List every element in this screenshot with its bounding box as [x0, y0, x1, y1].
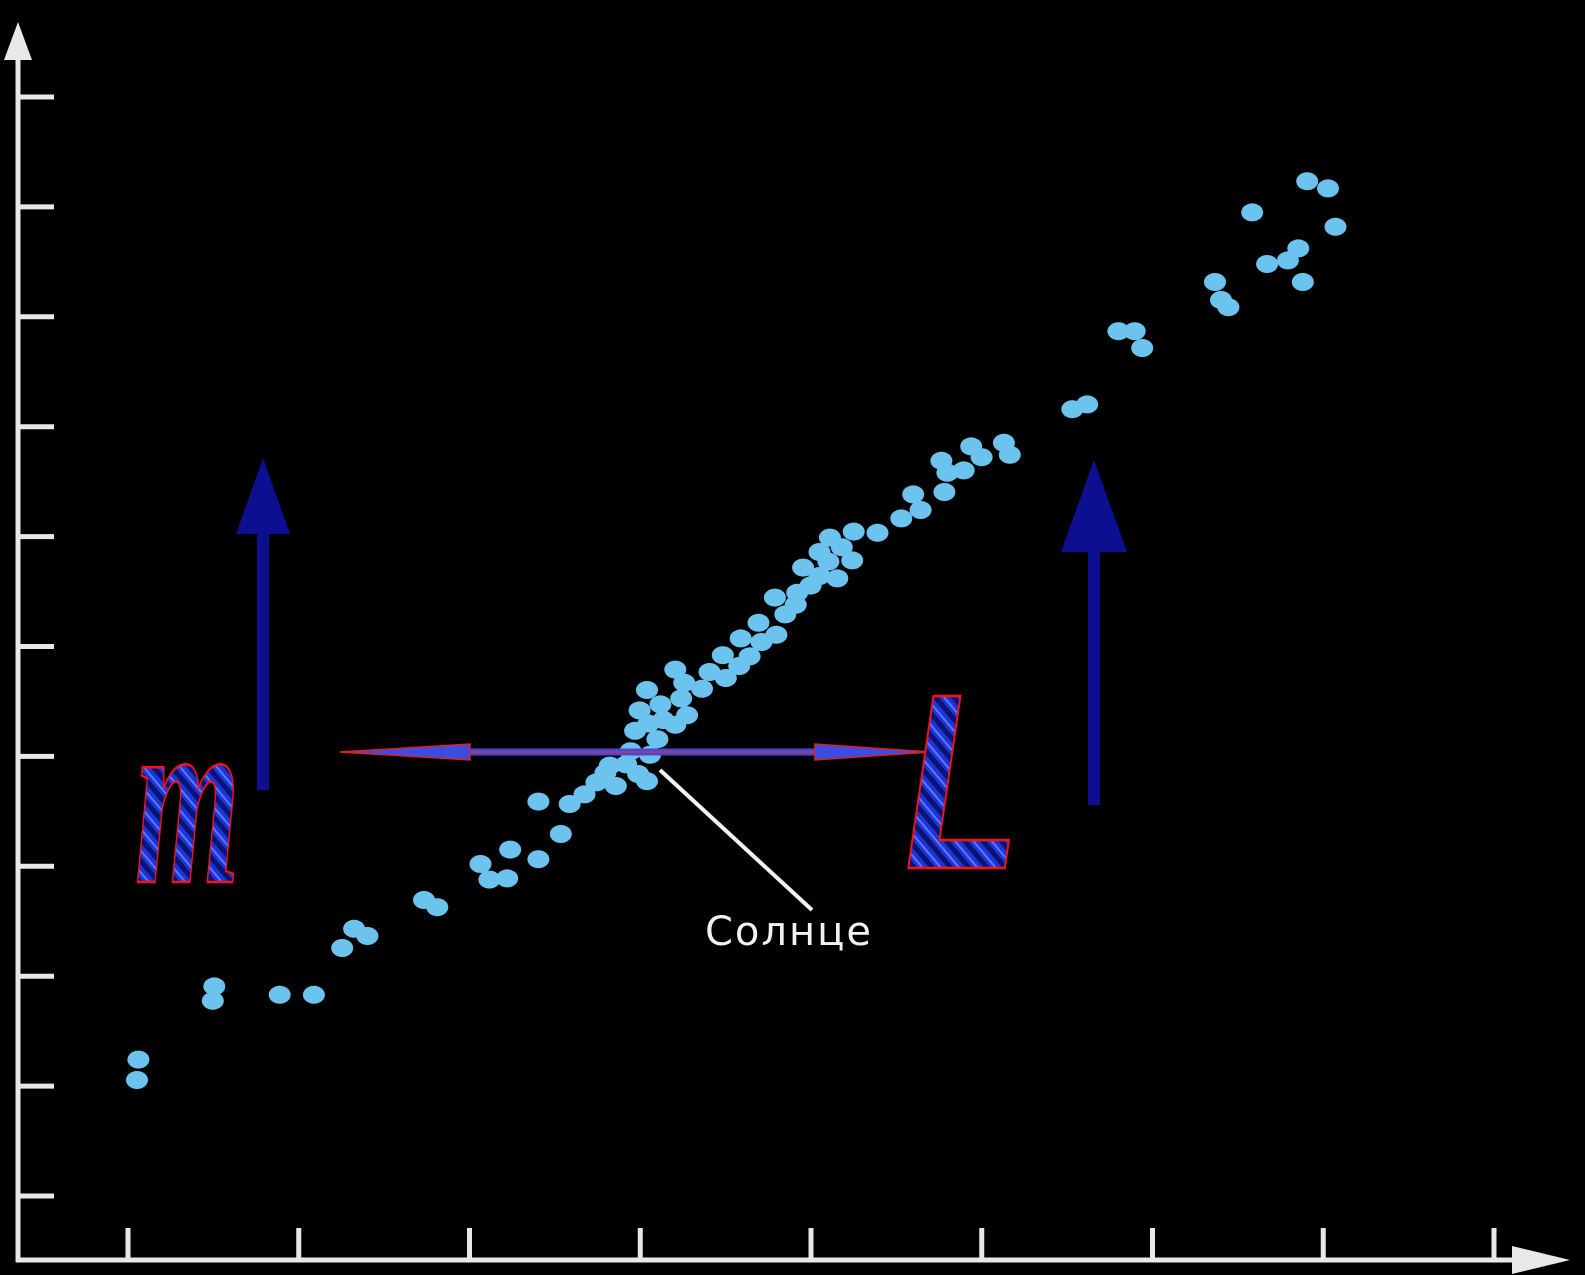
data-point	[527, 850, 550, 869]
data-point	[1123, 322, 1146, 341]
data-point	[729, 629, 752, 648]
data-point	[201, 991, 224, 1010]
data-point	[747, 613, 770, 632]
data-point	[818, 528, 841, 547]
data-points	[126, 172, 1347, 1089]
data-point	[649, 695, 672, 714]
y-ticks	[18, 94, 54, 1199]
data-point	[604, 777, 627, 795]
data-point	[331, 939, 354, 957]
data-point	[970, 448, 993, 467]
data-point	[268, 985, 291, 1004]
data-point	[496, 869, 519, 888]
data-point	[1317, 179, 1339, 198]
data-point	[1291, 273, 1314, 291]
data-point	[499, 840, 522, 859]
data-point	[573, 785, 596, 804]
data-point	[930, 451, 953, 470]
data-point	[763, 588, 786, 607]
luminosity-up-arrow	[1061, 460, 1127, 805]
data-point	[636, 772, 658, 791]
data-point	[558, 795, 581, 813]
data-point	[998, 445, 1021, 464]
y-axis-arrowhead	[4, 22, 32, 60]
double-arrow	[339, 743, 931, 761]
data-point	[676, 706, 699, 725]
data-point	[1324, 217, 1347, 236]
data-point	[765, 625, 788, 644]
data-point	[598, 756, 621, 775]
data-point	[1241, 203, 1264, 222]
data-point	[549, 825, 572, 843]
data-point	[127, 1050, 150, 1069]
data-point	[1296, 172, 1319, 191]
data-point	[842, 522, 865, 541]
data-point	[933, 483, 956, 501]
data-point	[1076, 395, 1099, 414]
sun-label: Солнце	[705, 909, 873, 955]
data-point	[664, 660, 687, 679]
data-point	[673, 673, 696, 692]
data-point	[902, 485, 925, 504]
data-point	[738, 647, 761, 666]
data-point	[1217, 298, 1240, 317]
x-axis-arrowhead	[1512, 1246, 1570, 1274]
data-point	[714, 669, 737, 687]
data-point	[527, 792, 550, 811]
data-point	[808, 543, 831, 561]
data-point	[792, 558, 815, 577]
mass-up-arrow	[236, 458, 290, 790]
data-point	[636, 681, 658, 699]
data-point	[646, 730, 669, 749]
data-point	[841, 551, 864, 570]
data-point	[478, 870, 501, 889]
data-point	[628, 701, 651, 720]
data-point	[826, 569, 849, 588]
data-point	[1287, 239, 1310, 258]
data-point	[1204, 273, 1226, 291]
data-point	[356, 927, 379, 945]
data-point	[1256, 255, 1279, 273]
data-point	[1131, 339, 1154, 357]
data-point	[952, 461, 975, 480]
axes	[4, 22, 1570, 1274]
data-point	[866, 523, 889, 542]
data-point	[670, 689, 693, 708]
data-point	[691, 679, 713, 698]
data-point	[808, 567, 831, 585]
data-point	[1107, 322, 1130, 341]
data-point	[203, 977, 226, 996]
data-point	[426, 898, 449, 917]
data-point	[302, 985, 325, 1004]
data-point	[909, 501, 932, 519]
data-point	[890, 509, 913, 528]
data-point	[126, 1071, 148, 1089]
sun-pointer-line	[658, 768, 814, 912]
data-point	[469, 855, 492, 873]
x-ticks	[125, 1228, 1497, 1262]
luminosity-label: L	[905, 642, 1020, 921]
mass-label: m	[135, 660, 240, 937]
data-point	[711, 646, 734, 665]
